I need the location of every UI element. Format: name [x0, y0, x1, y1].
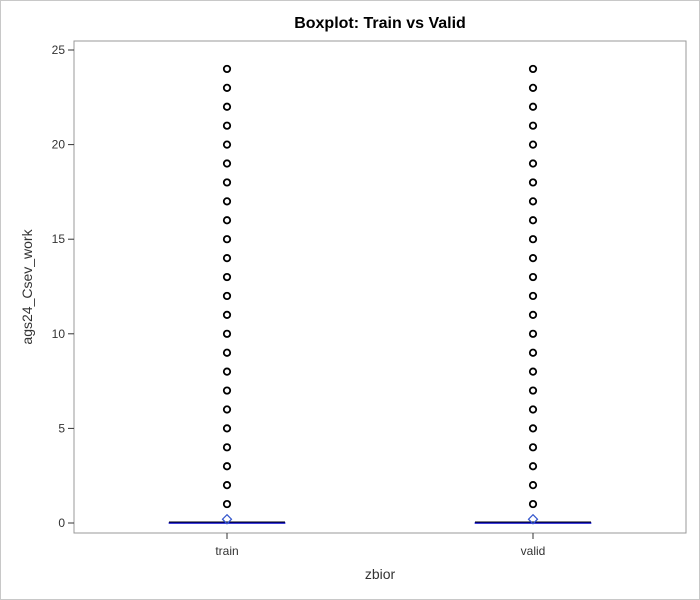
outlier-point	[528, 405, 538, 414]
outlier-point	[222, 83, 232, 92]
chart-title: Boxplot: Train vs Valid	[294, 15, 466, 32]
outlier-point	[222, 64, 232, 74]
y-tick-label: 0	[58, 516, 65, 530]
mean-marker	[527, 513, 539, 525]
outlier-point	[222, 178, 232, 187]
outlier-point	[222, 405, 232, 414]
outlier-point	[222, 102, 232, 111]
outlier-point	[528, 121, 538, 130]
outlier-point	[222, 443, 232, 452]
x-tick-label: train	[215, 544, 238, 558]
outlier-point	[528, 424, 538, 433]
outlier-point	[222, 386, 232, 395]
box-groups	[168, 64, 592, 525]
outlier-point	[528, 499, 538, 509]
outlier-point	[222, 216, 232, 225]
outlier-point	[222, 121, 232, 130]
outlier-point	[528, 102, 538, 111]
outlier-point	[528, 367, 538, 376]
outlier-point	[222, 367, 232, 376]
y-tick-label: 10	[52, 327, 66, 341]
y-tick-label: 25	[52, 43, 66, 57]
outlier-point	[222, 291, 232, 301]
outlier-point	[222, 272, 232, 282]
outlier-point	[528, 178, 538, 187]
outlier-point	[528, 140, 538, 149]
x-axis-title: zbior	[365, 566, 396, 582]
outlier-point	[222, 140, 232, 149]
outlier-point	[222, 329, 232, 338]
outlier-point	[528, 386, 538, 395]
mean-marker	[221, 513, 233, 525]
outlier-point	[222, 159, 232, 168]
y-axis: 0 5 10 15 20 25	[52, 43, 74, 530]
outlier-point	[528, 235, 538, 244]
outlier-point	[222, 235, 232, 244]
x-tick-label: valid	[521, 544, 546, 558]
outlier-point	[528, 64, 538, 74]
x-axis: train valid	[215, 533, 545, 558]
outlier-point	[222, 254, 232, 263]
box-group-valid	[474, 64, 592, 525]
outlier-point	[528, 329, 538, 338]
outlier-point	[528, 83, 538, 92]
outlier-point	[528, 216, 538, 225]
outlier-point	[528, 254, 538, 263]
y-tick-label: 5	[58, 421, 65, 435]
plot-area-frame	[73, 40, 687, 534]
outlier-point	[222, 499, 232, 509]
y-axis-title: ags24_Csev_work	[19, 228, 35, 344]
outlier-point	[222, 310, 232, 319]
y-tick-label: 15	[52, 232, 66, 246]
outlier-point	[222, 462, 232, 471]
outlier-point	[222, 348, 232, 357]
outlier-point	[528, 462, 538, 471]
outlier-point	[528, 272, 538, 282]
outlier-point	[222, 424, 232, 433]
y-tick-label: 20	[52, 138, 66, 152]
outlier-point	[222, 197, 232, 206]
outlier-point	[528, 481, 538, 490]
outlier-point	[528, 443, 538, 452]
outlier-point	[222, 481, 232, 490]
outlier-point	[528, 159, 538, 168]
outlier-point	[528, 197, 538, 206]
outlier-point	[528, 310, 538, 319]
box-group-train	[168, 64, 286, 525]
outlier-point	[528, 348, 538, 357]
outlier-point	[528, 291, 538, 301]
